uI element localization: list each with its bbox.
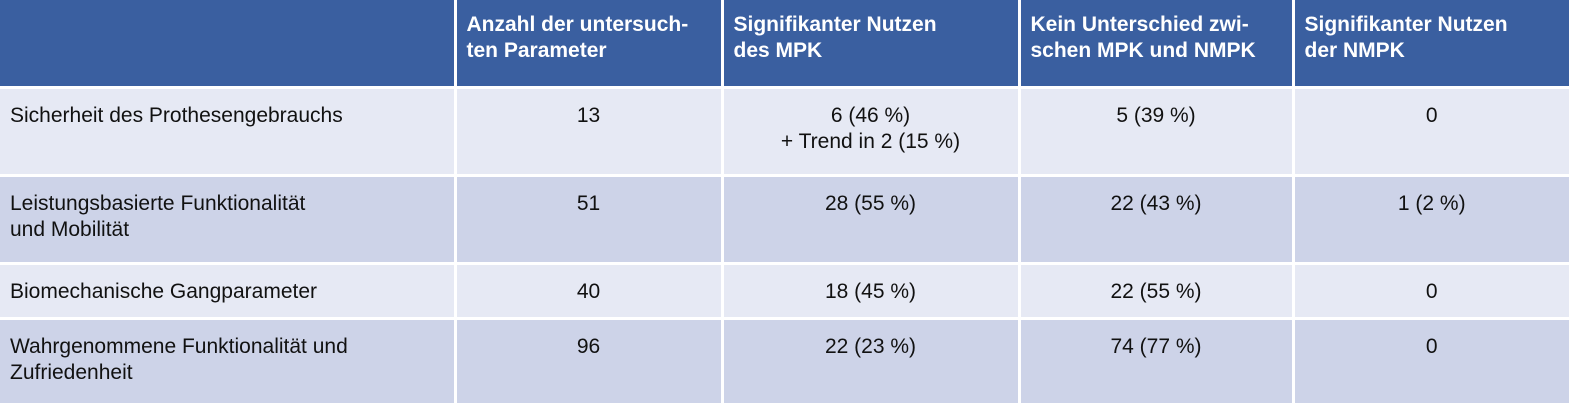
header-text: ten Parameter — [466, 39, 607, 62]
cell-text: Zufriedenheit — [10, 361, 133, 384]
nmpk-benefit-cell: 0 — [1291, 86, 1569, 177]
table-row: Biomechanische Gangparameter 40 18 (45 %) 2… — [0, 262, 1569, 320]
count-cell: 96 — [453, 317, 724, 403]
header-text: Anzahl der untersuch- — [466, 13, 689, 36]
cell-text: 1 (2 %) — [1397, 192, 1466, 215]
mpk-benefit-cell: 18 (45 %) — [720, 262, 1021, 320]
table-row: Leistungsbasierte Funktionalität und Mobi… — [0, 174, 1569, 265]
header-text: Signifikanter Nutzen — [733, 13, 937, 36]
cell-text: und Mobilität — [10, 218, 130, 241]
category-cell: Sicherheit des Prothesengebrauchs — [0, 86, 457, 177]
header-cell: Kein Unterschied zwi-schen MPK und NMPK — [1017, 0, 1295, 89]
header-cell — [0, 0, 457, 89]
no-difference-cell: 22 (43 %) — [1017, 174, 1295, 265]
table-row: Wahrgenommene Funktionalität und Zufriede… — [0, 317, 1569, 403]
no-difference-cell: 5 (39 %) — [1017, 86, 1295, 177]
cell-text: 5 (39 %) — [1116, 104, 1196, 127]
cell-text: 51 — [576, 192, 601, 215]
cell-text: 0 — [1425, 280, 1438, 303]
no-difference-cell: 74 (77 %) — [1017, 317, 1295, 403]
nmpk-benefit-cell: 0 — [1291, 262, 1569, 320]
count-cell: 51 — [453, 174, 724, 265]
cell-text: Biomechanische Gangparameter — [10, 280, 318, 303]
cell-text: 6 (46 %) — [830, 104, 911, 127]
cell-text: Sicherheit des Prothesengebrauchs — [10, 104, 343, 127]
cell-text: Wahrgenommene Funktionalität und — [10, 335, 348, 358]
header-text: Kein Unterschied zwi- — [1030, 13, 1249, 36]
cell-text: 22 (55 %) — [1110, 280, 1202, 303]
cell-text: 0 — [1425, 335, 1438, 358]
category-cell: Wahrgenommene Funktionalität und Zufriede… — [0, 317, 457, 403]
header-row: Anzahl der untersuch-ten Parameter Signif… — [0, 0, 1569, 89]
header-text: Signifikanter Nutzen — [1304, 13, 1508, 36]
cell-text: 22 (43 %) — [1110, 192, 1202, 215]
category-cell: Biomechanische Gangparameter — [0, 262, 457, 320]
cell-text: 40 — [576, 280, 601, 303]
header-text: schen MPK und NMPK — [1030, 39, 1256, 62]
cell-text: 13 — [576, 104, 601, 127]
count-cell: 40 — [453, 262, 724, 320]
category-cell: Leistungsbasierte Funktionalität und Mobi… — [0, 174, 457, 265]
cell-text: 22 (23 %) — [824, 335, 917, 358]
count-cell: 13 — [453, 86, 724, 177]
mpk-benefit-cell: 28 (55 %) — [720, 174, 1021, 265]
cell-text: Leistungsbasierte Funktionalität — [10, 192, 306, 215]
nmpk-benefit-cell: 1 (2 %) — [1291, 174, 1569, 265]
table-row: Sicherheit des Prothesengebrauchs 13 6 (46… — [0, 86, 1569, 177]
cell-text: + Trend in 2 (15 %) — [780, 130, 961, 153]
cell-text: 28 (55 %) — [824, 192, 917, 215]
no-difference-cell: 22 (55 %) — [1017, 262, 1295, 320]
mpk-benefit-cell: 6 (46 %) + Trend in 2 (15 %) — [720, 86, 1021, 177]
header-cell: Anzahl der untersuch-ten Parameter — [453, 0, 724, 89]
cell-text: 74 (77 %) — [1110, 335, 1202, 358]
nmpk-benefit-cell: 0 — [1291, 317, 1569, 403]
cell-text: 18 (45 %) — [824, 280, 917, 303]
cell-text: 96 — [576, 335, 601, 358]
header-cell: Signifikanter Nutzen des MPK — [720, 0, 1021, 89]
header-text: der NMPK — [1304, 39, 1405, 62]
header-text: des MPK — [733, 39, 823, 62]
header-cell: Signifikanter Nutzen der NMPK — [1291, 0, 1569, 89]
cell-text: 0 — [1425, 104, 1438, 127]
mpk-benefit-cell: 22 (23 %) — [720, 317, 1021, 403]
